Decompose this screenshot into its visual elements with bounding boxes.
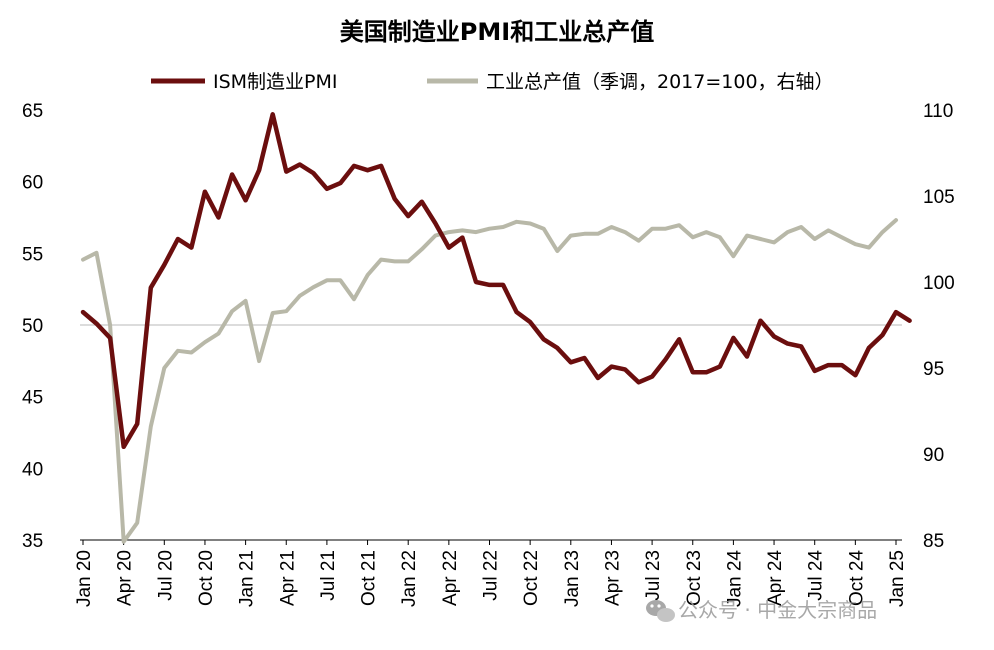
series-line-industrial-production [81,218,898,544]
wechat-icon [646,600,675,622]
right-tick-label: 85 [923,531,944,552]
left-tick-label: 55 [22,244,43,265]
x-tick-label: Jan 21 [237,550,258,607]
x-tick-label: Oct 20 [196,550,217,606]
right-tick-label: 90 [923,445,944,466]
left-axis-ticks: 35 40 45 50 55 60 65 [22,101,43,552]
x-tick-label: Oct 21 [359,550,380,606]
x-tick-label: Jul 22 [481,550,502,601]
x-tick-label: Jul 20 [155,550,176,601]
x-tick-label: Jan 22 [399,550,420,607]
x-tick-label: Jul 23 [643,550,664,601]
watermark: 公众号 · 中金大宗商品 [646,598,877,622]
x-tick-label: Apr 22 [440,550,461,606]
right-tick-label: 110 [923,101,953,122]
chart-title: 美国制造业PMI和工业总产值 [339,18,655,46]
x-tick-label: Oct 22 [521,550,542,606]
x-tick-label: Jul 24 [806,550,827,601]
legend-label-ip: 工业总产值（季调，2017=100，右轴） [486,71,834,93]
x-tick-label: Apr 20 [115,550,136,606]
left-tick-label: 40 [22,459,43,480]
watermark-text: 公众号 · 中金大宗商品 [678,598,877,622]
left-tick-label: 50 [22,316,43,337]
x-tick-label: Jul 21 [318,550,339,601]
x-tick-label: Jan 25 [887,550,908,607]
x-axis-ticks: Jan 20 Apr 20 Jul 20 Oct 20 Jan 21 Apr 21 Jul … [74,540,908,607]
series-layer [80,112,912,544]
x-tick-label: Oct 24 [846,550,867,606]
left-tick-label: 45 [22,388,43,409]
right-tick-label: 95 [923,359,944,380]
left-tick-label: 65 [22,101,43,122]
series-line-pmi [80,112,912,450]
x-tick-label: Jan 24 [724,550,745,607]
x-tick-label: Apr 24 [765,550,786,606]
left-tick-label: 60 [22,173,43,194]
x-tick-label: Jan 23 [562,550,583,607]
x-tick-label: Apr 23 [602,550,623,606]
left-tick-label: 35 [22,531,43,552]
legend-label-pmi: ISM制造业PMI [213,71,338,93]
x-tick-label: Jan 20 [74,550,95,607]
x-tick-label: Oct 23 [684,550,705,606]
x-tick-label: Apr 21 [277,550,298,606]
right-axis-ticks: 85 90 95 100 105 110 [923,101,955,552]
legend: ISM制造业PMI 工业总产值（季调，2017=100，右轴） [151,71,834,93]
right-tick-label: 100 [923,273,955,294]
right-tick-label: 105 [923,187,955,208]
